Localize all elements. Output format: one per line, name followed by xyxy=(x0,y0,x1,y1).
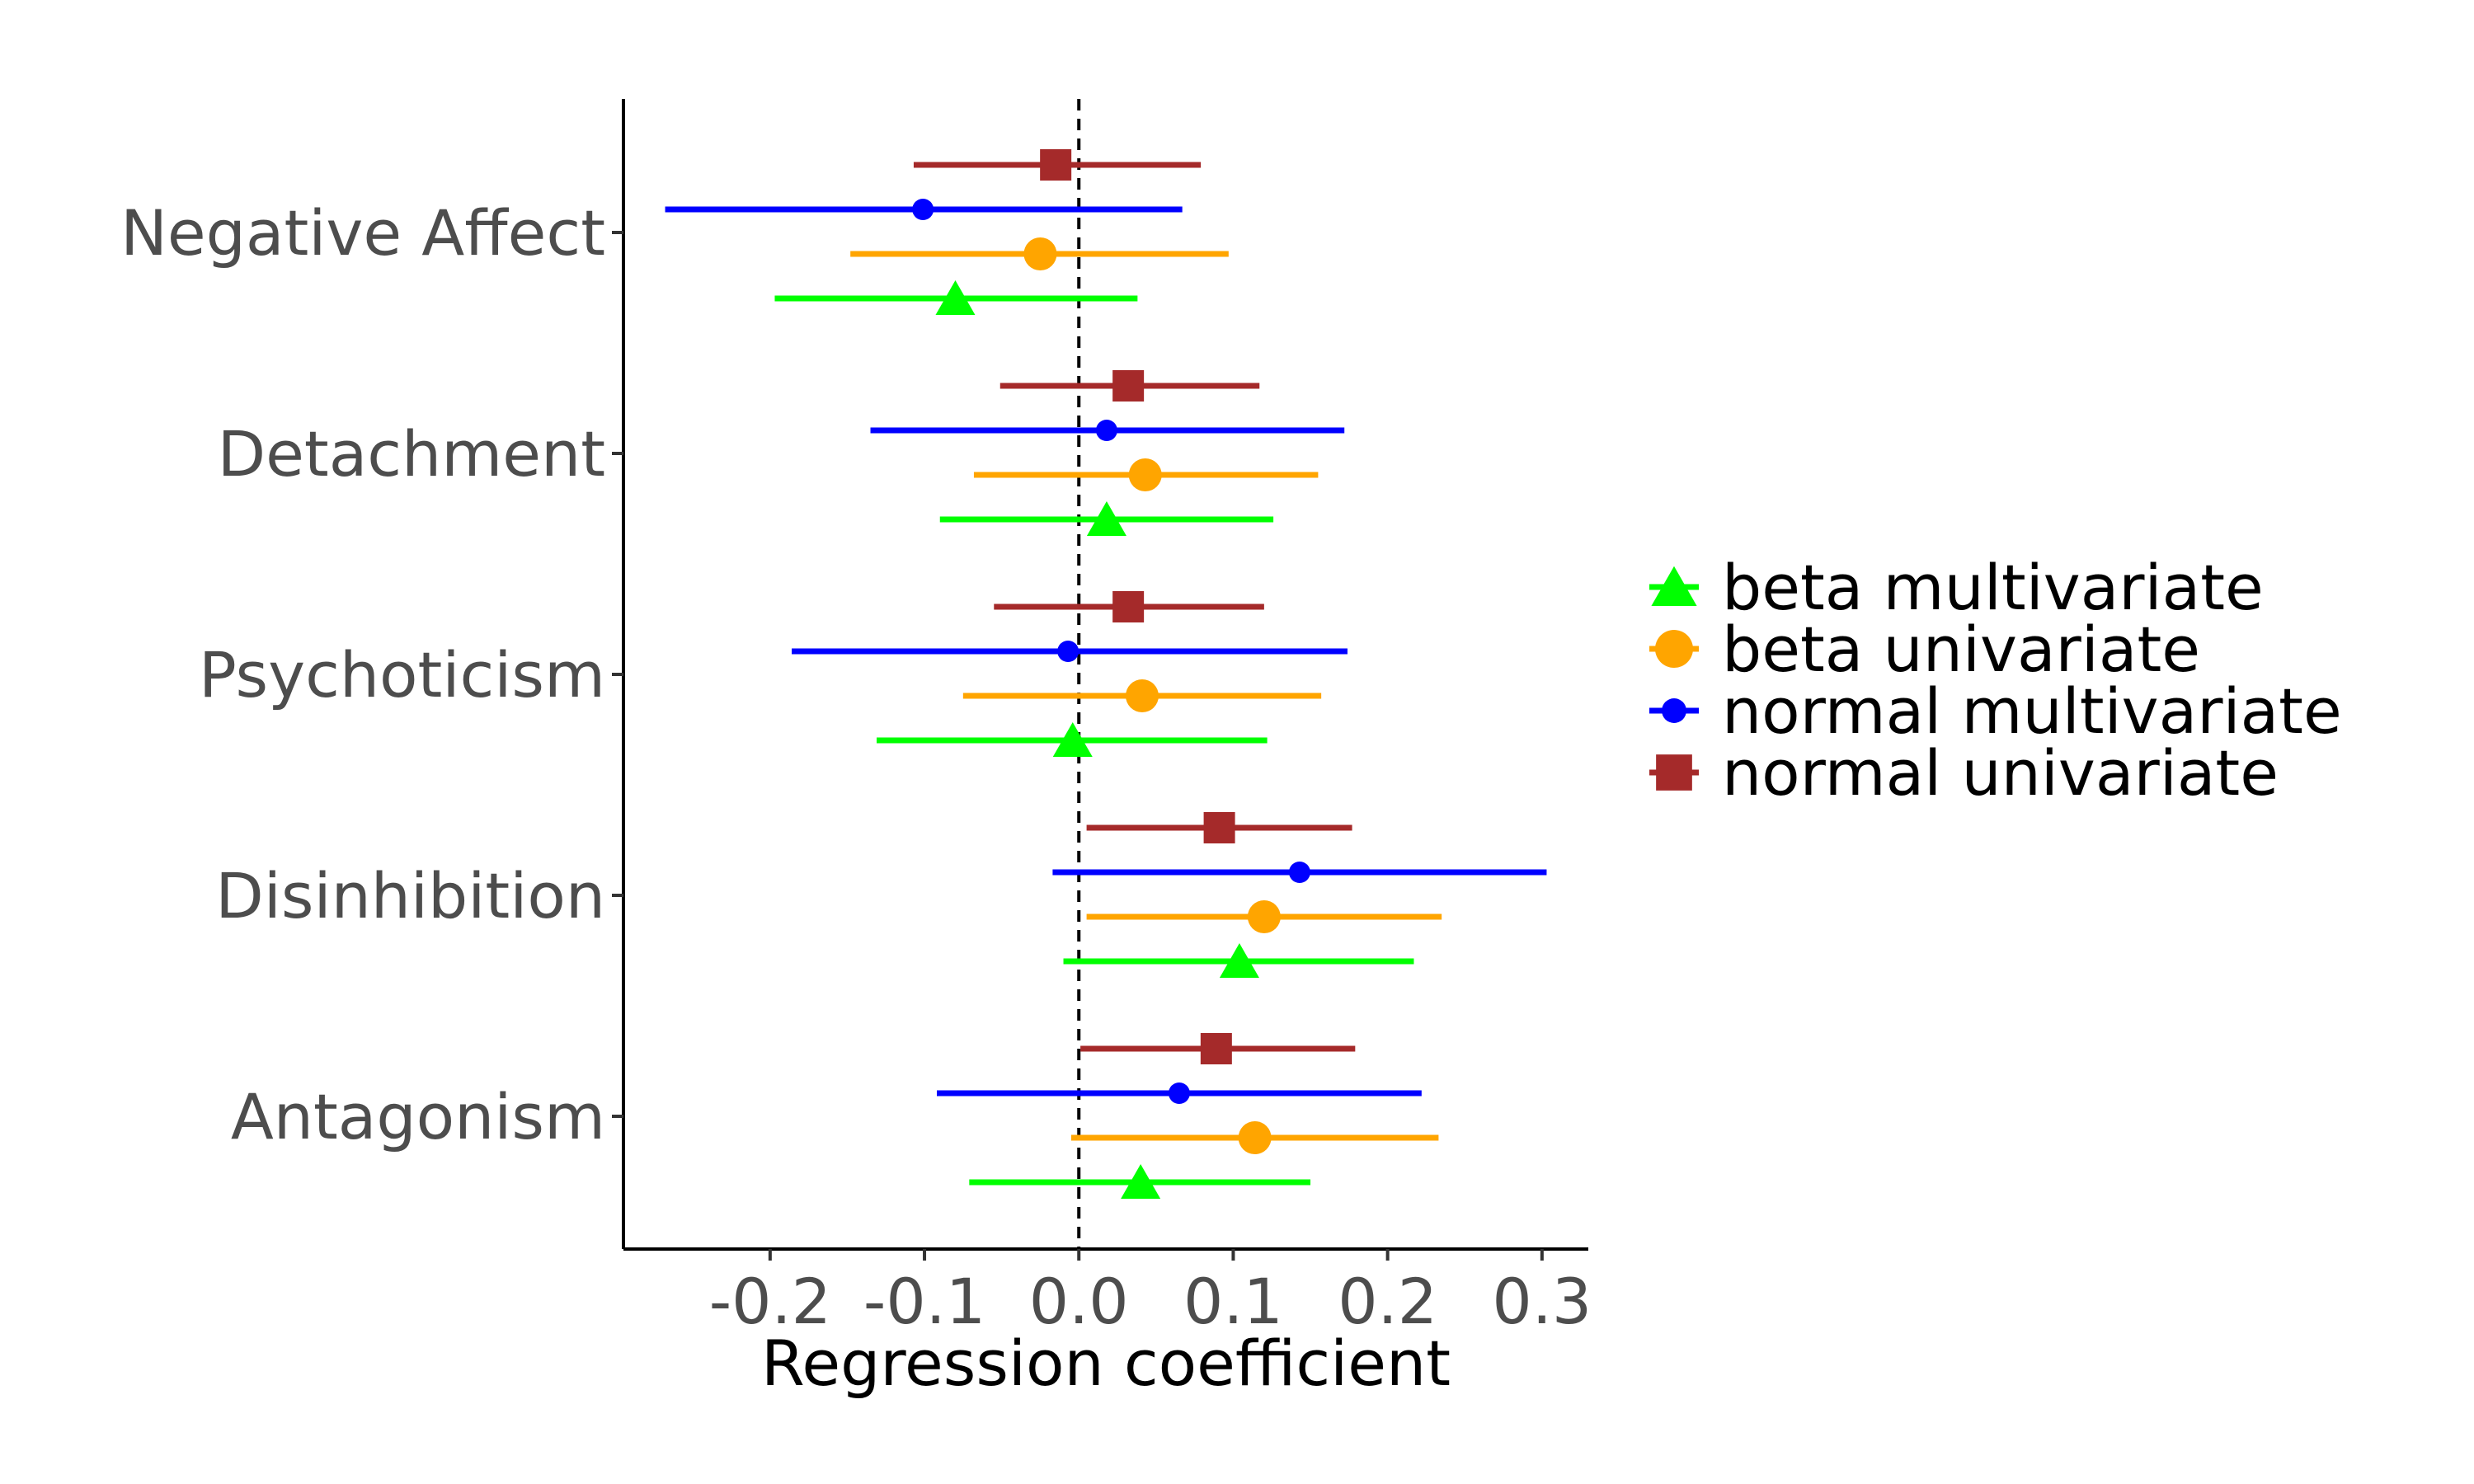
legend-label: beta multivariate xyxy=(1722,551,2264,624)
estimate-point xyxy=(1112,370,1145,402)
estimate-point xyxy=(1203,812,1235,843)
y-tick-label: Negative Affect xyxy=(120,196,605,270)
x-tick-label: 0.1 xyxy=(1183,1265,1283,1338)
estimate-point xyxy=(1121,1164,1161,1199)
estimate-point xyxy=(1128,458,1162,491)
x-tick-label: -0.1 xyxy=(863,1265,985,1338)
estimate-point xyxy=(912,199,934,220)
estimate-point xyxy=(1095,420,1117,441)
legend-label: normal univariate xyxy=(1722,736,2279,810)
y-tick-label: Psychoticism xyxy=(199,638,605,711)
estimate-point xyxy=(1288,862,1310,883)
estimate-point xyxy=(1200,1033,1232,1064)
x-tick-label: 0.0 xyxy=(1029,1265,1129,1338)
estimate-point xyxy=(1086,501,1126,536)
plot-marks xyxy=(665,99,1547,1249)
legend-key-marker xyxy=(1656,754,1692,791)
estimate-point xyxy=(1057,641,1079,662)
estimate-point xyxy=(1168,1082,1190,1104)
y-tick-label: Disinhibition xyxy=(215,859,605,932)
x-tick-label: 0.3 xyxy=(1492,1265,1592,1338)
y-axis-ticks: Negative Affect Detachment Psychoticism Dis… xyxy=(120,196,623,1153)
estimate-point xyxy=(1238,1121,1272,1154)
estimate-point xyxy=(1052,722,1093,757)
estimate-point xyxy=(1247,900,1281,933)
estimate-point xyxy=(1125,679,1159,712)
x-tick-label: 0.2 xyxy=(1338,1265,1437,1338)
estimate-point xyxy=(1219,943,1259,978)
x-tick-label: -0.2 xyxy=(709,1265,831,1338)
legend-label: beta univariate xyxy=(1722,613,2200,686)
estimate-point xyxy=(1112,591,1145,622)
y-tick-label: Antagonism xyxy=(231,1080,605,1153)
estimate-point xyxy=(935,280,976,315)
x-axis-ticks: -0.2 -0.1 0.0 0.1 0.2 0.3 xyxy=(709,1249,1592,1338)
estimate-point xyxy=(1040,149,1072,181)
legend-key-marker xyxy=(1655,630,1693,668)
legend-label: normal multivariate xyxy=(1722,674,2342,748)
estimate-point xyxy=(1023,237,1057,270)
legend-key-marker xyxy=(1651,566,1697,606)
x-axis-title: Regression coefficient xyxy=(761,1327,1451,1400)
legend-key-marker xyxy=(1662,698,1686,723)
y-tick-label: Detachment xyxy=(218,417,605,491)
